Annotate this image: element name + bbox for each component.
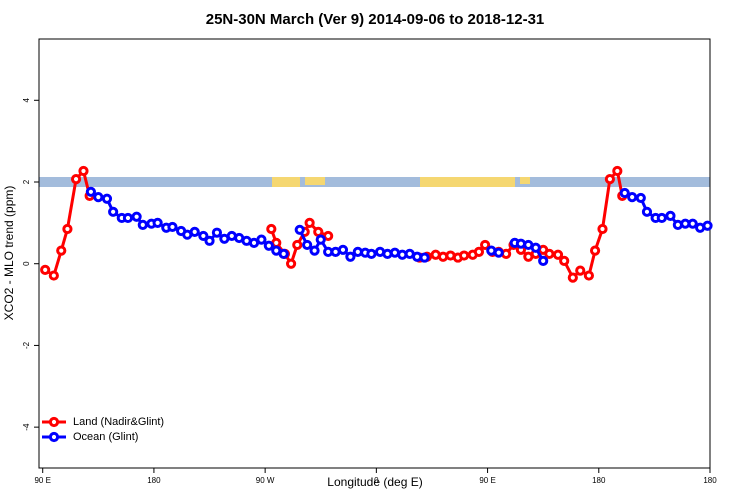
y-axis-label: XCO2 - MLO trend (ppm) xyxy=(2,186,16,321)
data-point xyxy=(604,174,616,185)
data-point xyxy=(656,212,667,224)
data-point xyxy=(635,192,646,204)
data-point xyxy=(702,220,713,231)
data-point xyxy=(309,245,320,256)
data-point xyxy=(313,226,324,237)
data-point xyxy=(48,270,59,281)
data-point xyxy=(627,192,638,203)
data-point xyxy=(204,235,215,246)
data-point xyxy=(619,187,630,199)
data-point xyxy=(304,217,315,228)
data-point xyxy=(337,244,349,255)
legend-label: Land (Nadir&Glint) xyxy=(73,416,164,428)
data-point xyxy=(641,206,653,217)
legend-swatch-marker xyxy=(48,431,60,443)
data-point xyxy=(263,240,274,251)
x-tick-label: 180 xyxy=(147,476,161,485)
data-point xyxy=(294,224,305,235)
data-point xyxy=(285,258,297,269)
data-point xyxy=(544,248,555,260)
y-tick-label: 0 xyxy=(22,261,31,266)
data-point xyxy=(137,219,148,230)
data-point xyxy=(108,206,119,217)
data-point xyxy=(687,218,698,229)
legend-label: Ocean (Glint) xyxy=(73,431,138,443)
data-point xyxy=(552,249,564,260)
legend-swatch-marker xyxy=(48,416,60,428)
y-tick-label: -2 xyxy=(22,341,31,349)
x-tick-label: 90 E xyxy=(479,476,495,485)
land-mask-strip xyxy=(39,177,710,187)
data-point xyxy=(70,174,82,185)
data-point xyxy=(419,252,430,263)
data-point xyxy=(458,250,470,261)
data-point xyxy=(530,242,541,253)
data-point xyxy=(122,212,134,224)
x-tick-label: 180 xyxy=(703,476,717,485)
data-point xyxy=(302,239,313,251)
y-tick-label: 4 xyxy=(22,98,31,103)
data-point xyxy=(473,246,485,257)
data-point xyxy=(152,217,163,228)
plot-frame xyxy=(38,38,711,469)
chart-title: 25N-30N March (Ver 9) 2014-09-06 to 2018… xyxy=(206,11,545,28)
data-point xyxy=(323,230,334,242)
data-point xyxy=(665,210,676,222)
data-point xyxy=(589,245,601,256)
data-point xyxy=(583,270,594,281)
data-point xyxy=(315,234,326,245)
data-point xyxy=(567,272,578,283)
x-tick-label: 0 xyxy=(374,476,379,485)
data-point xyxy=(101,193,113,204)
data-point xyxy=(40,264,51,275)
data-point xyxy=(559,255,570,266)
data-point xyxy=(612,165,623,177)
data-point xyxy=(597,223,608,235)
data-point xyxy=(167,221,178,233)
data-point xyxy=(538,255,549,266)
x-tick-label: 90 W xyxy=(256,476,275,485)
data-point xyxy=(131,211,142,222)
data-point xyxy=(575,265,586,276)
data-point xyxy=(62,223,73,235)
x-axis-label: Longitude (deg E) xyxy=(327,475,422,489)
x-tick-label: 90 E xyxy=(34,476,50,485)
data-point xyxy=(266,223,277,235)
data-point xyxy=(198,230,209,242)
data-point xyxy=(493,247,504,258)
data-point xyxy=(56,245,67,256)
legend: Land (Nadir&Glint) Ocean (Glint) xyxy=(42,416,164,443)
data-point xyxy=(211,227,223,238)
data-point xyxy=(278,248,289,260)
data-point xyxy=(256,234,267,245)
data-point xyxy=(366,248,377,260)
data-point xyxy=(78,165,89,177)
data-point xyxy=(85,186,97,197)
data-point xyxy=(93,192,104,203)
y-tick-label: 2 xyxy=(22,179,31,184)
data-point xyxy=(189,226,200,237)
data-point xyxy=(292,239,303,251)
data-point xyxy=(479,239,491,251)
y-tick-label: -4 xyxy=(22,423,31,431)
data-point xyxy=(345,251,356,262)
x-tick-label: 180 xyxy=(592,476,606,485)
